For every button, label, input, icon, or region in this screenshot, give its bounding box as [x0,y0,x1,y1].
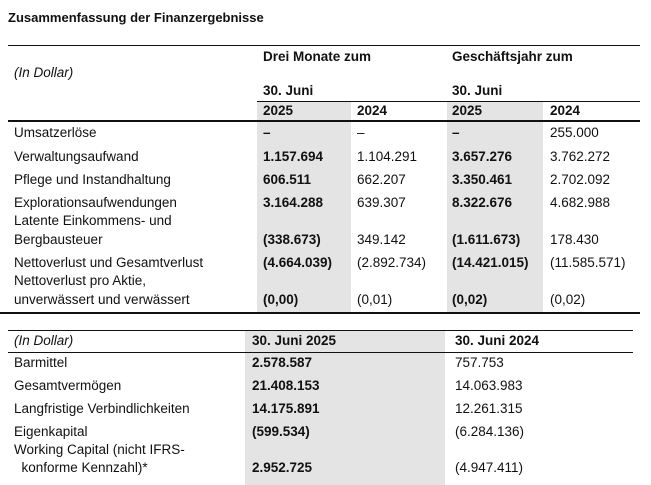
table-cell: 255.000 [550,125,599,140]
table-cell: 8.322.676 [452,195,513,210]
row-label: Working Capital (nicht IFRS- [14,442,185,457]
table-cell: 662.207 [357,172,406,187]
row-label: konforme Kennzahl)* [14,460,148,475]
table-cell: (599.534) [252,424,310,439]
header-june-2024: 30. Juni 2024 [455,333,540,348]
table1-top-rule [8,45,640,46]
header-year-3m-2025: 2025 [263,103,294,118]
header-fiscal-year: Geschäftsjahr zum [452,49,573,64]
row-label: Latente Einkommens- und [14,213,172,228]
table1-header-rule [8,120,640,122]
row-label: Explorationsaufwendungen [14,195,177,210]
table-cell: (0,00) [263,292,299,307]
table-cell: (6.284.136) [455,424,525,439]
table-cell: 639.307 [357,195,406,210]
row-label: Nettoverlust und Gesamtverlust [14,255,204,270]
table-cell: 4.682.988 [550,195,611,210]
table-cell: 21.408.153 [252,378,320,393]
table-cell: (338.673) [263,232,321,247]
row-label: Pflege und Instandhaltung [14,172,171,187]
header-year-3m-2024: 2024 [357,103,388,118]
header-three-months: Drei Monate zum [263,49,372,64]
table2-top-rule [8,330,633,331]
shade-col-3m-2025 [257,102,351,312]
page-title: Zusammenfassung der Finanzergebnisse [8,10,264,25]
table-cell: (2.892.734) [357,255,427,270]
table-cell: 1.157.694 [263,149,324,164]
table-cell: 2.578.587 [252,355,313,370]
table-cell: 1.104.291 [357,149,418,164]
table-cell: (4.947.411) [455,460,524,475]
table-cell: (0,02) [452,292,488,307]
table1-unit-label: (In Dollar) [14,65,74,80]
table-cell: (11.585.571) [550,255,626,270]
table-cell: 3.762.272 [550,149,611,164]
header-year-fy-2024: 2024 [550,103,581,118]
row-label: Gesamtvermögen [14,378,122,393]
table-cell: 349.142 [357,232,406,247]
row-label: Nettoverlust pro Aktie, [14,273,147,288]
table-cell: 12.261.315 [455,401,523,416]
table-cell: 606.511 [263,172,312,187]
table-cell: – [357,125,365,140]
header-date-three-months: 30. Juni [263,83,314,98]
table1-bottom-rule [0,312,640,314]
table-cell: 14.063.983 [455,378,523,393]
table-cell: – [263,125,271,140]
row-label: Barmittel [14,355,68,370]
header-june-2025: 30. Juni 2025 [252,333,337,348]
table-cell: – [452,125,460,140]
shade-col-fy-2025 [447,102,543,312]
table-cell: 2.702.092 [550,172,611,187]
table-cell: 757.753 [455,355,504,370]
table2-unit-label: (In Dollar) [14,333,74,348]
row-label: unverwässert und verwässert [14,292,190,307]
table-cell: (0,02) [550,292,586,307]
table-cell: 3.164.288 [263,195,324,210]
row-label: Umsatzerlöse [14,125,97,140]
table-cell: (4.664.039) [263,255,333,270]
table-cell: (1.611.673) [452,232,521,247]
shade-col-2025 [245,331,445,485]
table-cell: 14.175.891 [252,401,320,416]
table1-date-rule [257,101,640,102]
table-cell: 178.430 [550,232,599,247]
row-label: Langfristige Verbindlichkeiten [14,401,190,416]
table-cell: 3.657.276 [452,149,513,164]
table-cell: 3.350.461 [452,172,513,187]
row-label: Bergbausteuer [14,232,103,247]
table-cell: (0,01) [357,292,393,307]
row-label: Verwaltungsaufwand [14,149,139,164]
header-date-fiscal-year: 30. Juni [452,83,503,98]
row-label: Eigenkapital [14,424,88,439]
header-year-fy-2025: 2025 [452,103,483,118]
table-cell: 2.952.725 [252,460,313,475]
table-cell: (14.421.015) [452,255,529,270]
table2-header-rule [8,352,633,353]
